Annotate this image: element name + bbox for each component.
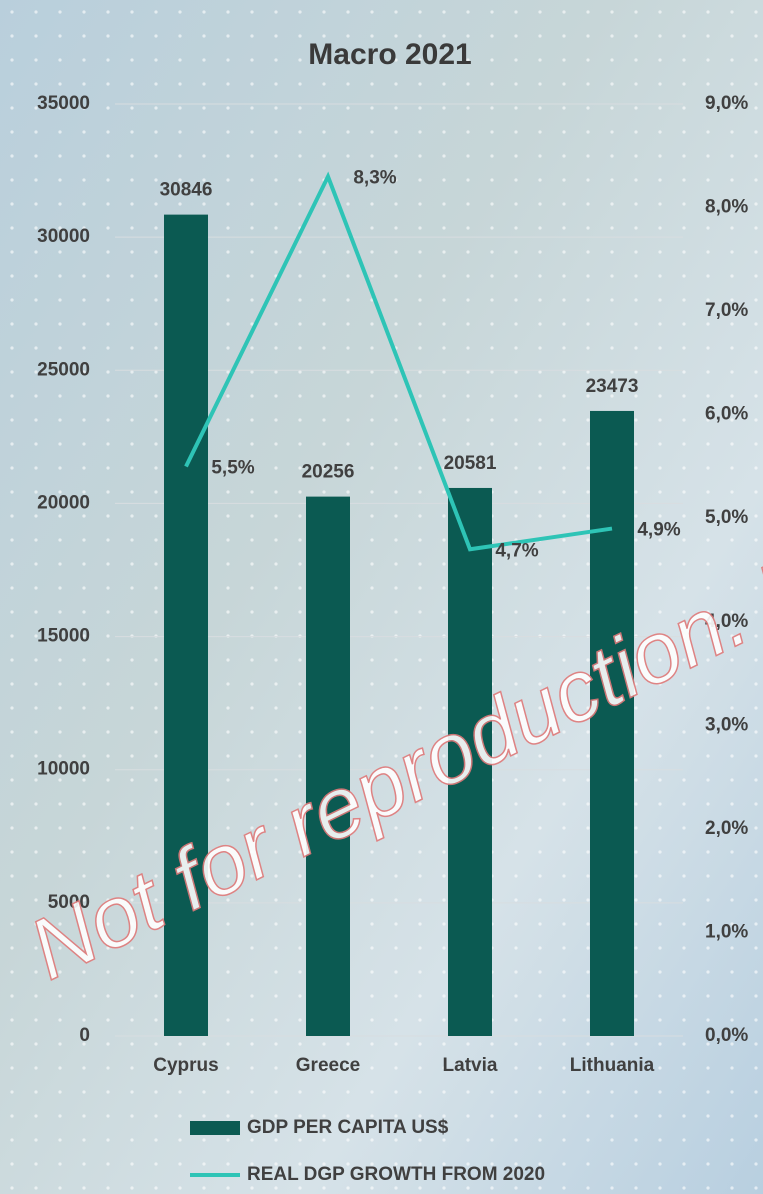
line (184, 171, 613, 552)
y2-tick-label: 6,0% (705, 404, 748, 425)
bar (306, 496, 350, 1036)
y2-tick-label: 7,0% (705, 300, 748, 321)
line-value-label: 4,9% (637, 520, 680, 541)
chart-title: Macro 2021 (308, 38, 471, 71)
y-tick-label: 20000 (37, 492, 90, 513)
y-tick-label: 10000 (37, 759, 90, 780)
bar (448, 487, 492, 1036)
y2-tick-label: 3,0% (705, 714, 748, 735)
y-tick-label: 30000 (37, 226, 90, 247)
bar (164, 214, 208, 1036)
bar (590, 410, 634, 1037)
bar-value-label: 20581 (444, 453, 497, 474)
plot-area: 0 5000 10000 15000 20000 25000 30000 35000 0,0% 1… (37, 93, 748, 1185)
y-tick-label: 35000 (37, 93, 90, 114)
bar-value-label: 23473 (586, 376, 639, 397)
x-tick-label: Cyprus (153, 1055, 218, 1076)
bar-value-label: 20256 (302, 462, 355, 483)
y-tick-label: 0 (79, 1025, 90, 1046)
line-value-label: 8,3% (353, 168, 396, 189)
y-tick-label: 25000 (37, 359, 90, 380)
y2-tick-label: 8,0% (705, 197, 748, 218)
legend-label: REAL DGP GROWTH FROM 2020 (247, 1164, 545, 1185)
x-tick-label: Latvia (443, 1055, 498, 1076)
y-tick-label: 15000 (37, 626, 90, 647)
legend-label: GDP PER CAPITA US$ (247, 1117, 449, 1138)
bar-value-label: 30846 (160, 180, 213, 201)
y2-tick-label: 5,0% (705, 507, 748, 528)
y2-tick-label: 0,0% (705, 1025, 748, 1046)
y2-tick-label: 9,0% (705, 93, 748, 114)
y2-tick-label: 4,0% (705, 611, 748, 632)
x-tick-label: Lithuania (570, 1055, 655, 1076)
y-tick-label: 5000 (48, 892, 90, 913)
y2-tick-label: 1,0% (705, 921, 748, 942)
x-tick-label: Greece (296, 1055, 360, 1076)
legend-swatch (190, 1121, 240, 1135)
line-value-label: 5,5% (211, 457, 254, 478)
line-value-label: 4,7% (495, 540, 538, 561)
y2-tick-label: 2,0% (705, 818, 748, 839)
